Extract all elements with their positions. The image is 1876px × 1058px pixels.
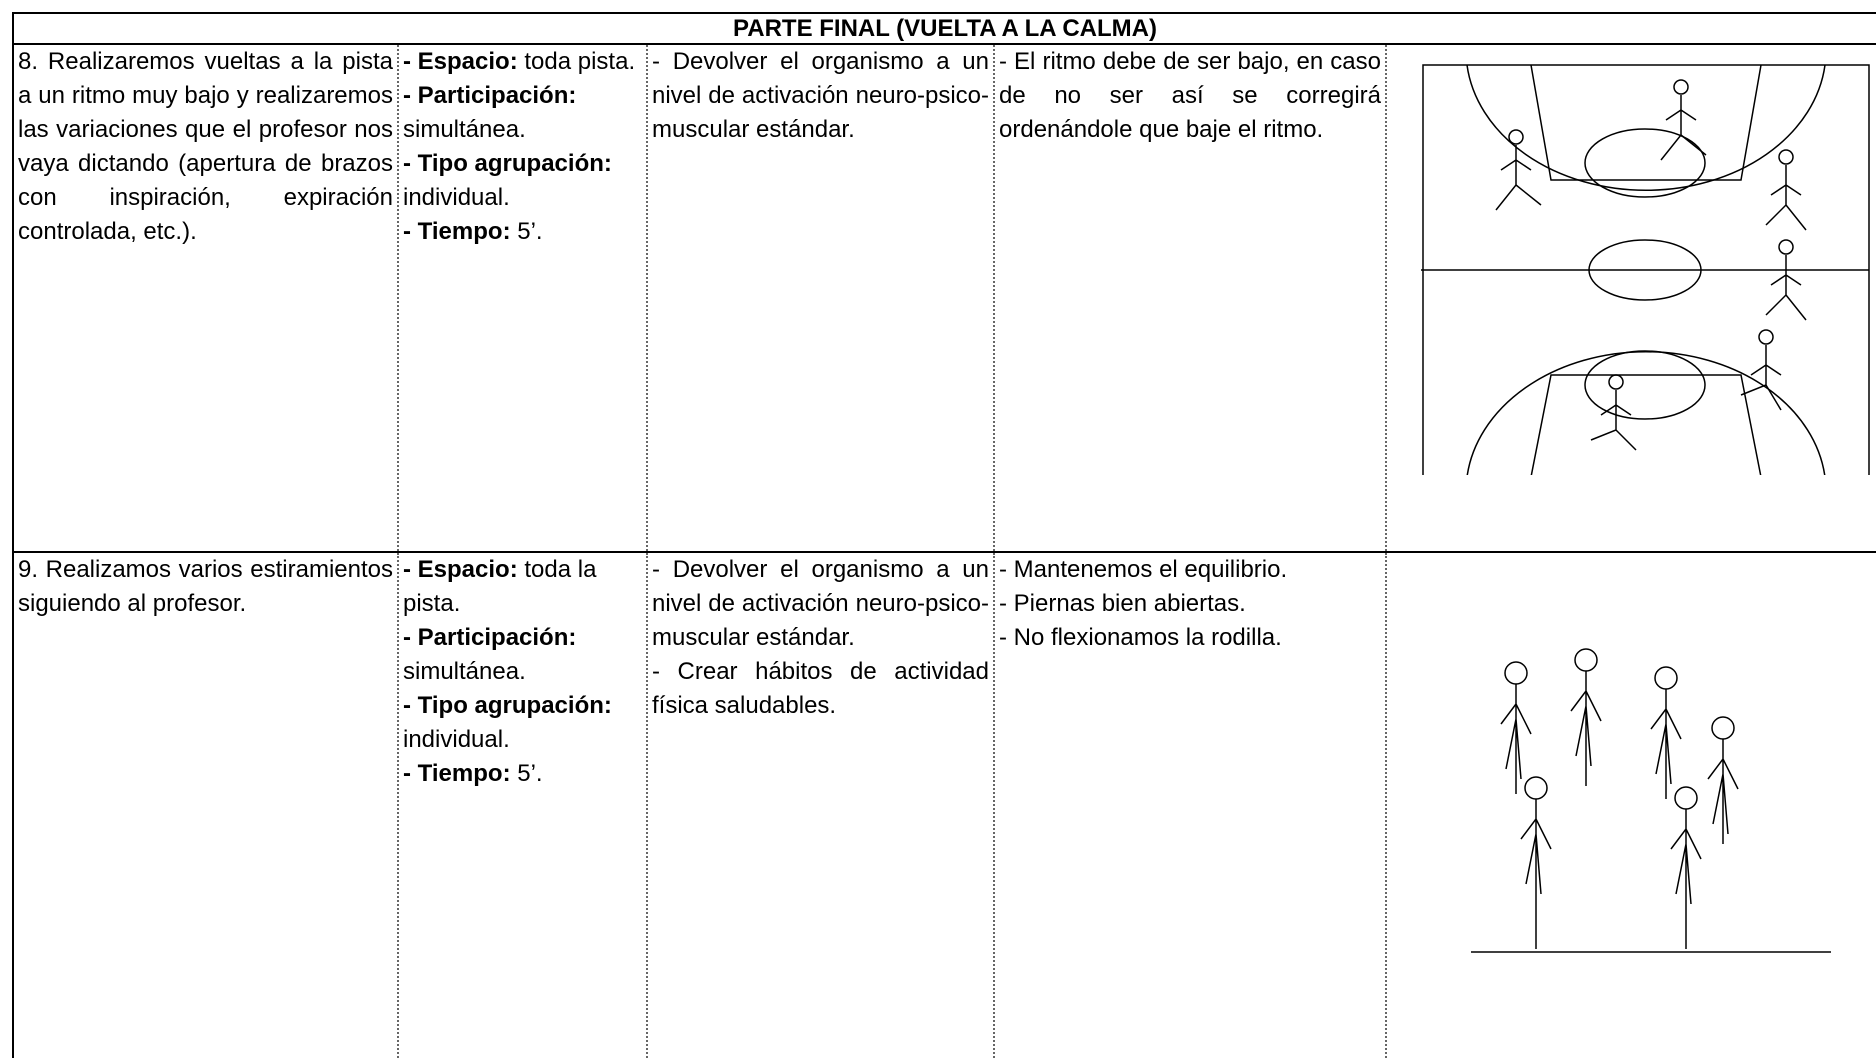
objective: - Crear hábitos de actividad física salu…: [652, 658, 989, 719]
notes: - Mantenemos el equilibrio. - Piernas bi…: [993, 551, 1386, 1058]
drawing-stroke: [1495, 145, 1542, 211]
drawing-stroke: [1707, 739, 1739, 844]
org-text: 5’.: [517, 218, 543, 245]
org-item: - Participación: simultánea.: [403, 79, 642, 147]
drawing-stroke: [1570, 671, 1602, 786]
org-item: - Espacio: toda la pista.: [403, 553, 642, 621]
notes: - El ritmo debe de ser bajo, en caso de …: [993, 43, 1386, 552]
drawing-stroke: [1590, 390, 1637, 451]
drawing-stroke: [1500, 684, 1532, 794]
illustration-cell: [1384, 43, 1876, 552]
stretch-drawing: [1471, 648, 1831, 953]
note: - Mantenemos el equilibrio.: [999, 556, 1288, 583]
org-label: - Tipo agrupación:: [403, 150, 612, 177]
drawing-stroke: [1508, 129, 1524, 145]
objectives: - Devolver el organismo a un nivel de ac…: [646, 551, 994, 1058]
drawing-stroke: [1574, 648, 1598, 672]
org-item: - Tipo agrupación: individual.: [403, 689, 642, 757]
note: - Piernas bien abiertas.: [999, 590, 1246, 617]
session-table: PARTE FINAL (VUELTA A LA CALMA) 8. Reali…: [11, 12, 1876, 1058]
drawing-stroke: [1650, 689, 1682, 799]
org-item: - Tiempo: 5’.: [403, 215, 642, 249]
objectives: - Devolver el organismo a un nivel de ac…: [646, 43, 994, 552]
org-text: individual.: [403, 184, 510, 211]
org-label: - Tiempo:: [403, 218, 511, 245]
organization: - Espacio: toda pista. - Participación: …: [397, 43, 647, 552]
table-title: PARTE FINAL (VUELTA A LA CALMA): [11, 12, 1876, 45]
org-text: toda la pista.: [403, 556, 597, 617]
drawing-stroke: [1524, 776, 1548, 800]
drawing-stroke: [1660, 95, 1707, 161]
description: 9. Realizamos varios estiramientos sigui…: [12, 551, 398, 1058]
activity-row: 9. Realizamos varios estiramientos sigui…: [12, 551, 1876, 1058]
org-item: - Tipo agrupación: individual.: [403, 147, 642, 215]
note: - No flexionamos la rodilla.: [999, 624, 1282, 651]
drawing-stroke: [1673, 79, 1689, 95]
drawing-stroke: [1670, 809, 1702, 949]
drawing-stroke: [1654, 666, 1678, 690]
circle: [1584, 128, 1706, 198]
drawing-stroke: [1674, 786, 1698, 810]
drawing-stroke: [1765, 255, 1807, 321]
circle: [1584, 350, 1706, 420]
org-label: - Tiempo:: [403, 760, 511, 787]
drawing-stroke: [1520, 799, 1552, 949]
org-text: individual.: [403, 726, 510, 753]
organization: - Espacio: toda la pista. - Participació…: [397, 551, 647, 1058]
objective: - Devolver el organismo a un nivel de ac…: [652, 556, 989, 651]
org-text: simultánea.: [403, 116, 526, 143]
org-label: - Espacio:: [403, 48, 518, 75]
org-label: - Participación:: [403, 82, 577, 109]
org-label: - Espacio:: [403, 556, 518, 583]
description: 8. Realizaremos vueltas a la pista a un …: [12, 43, 398, 552]
drawing-stroke: [1608, 374, 1624, 390]
org-label: - Participación:: [403, 624, 577, 651]
org-label: - Tipo agrupación:: [403, 692, 612, 719]
arc: [1466, 350, 1826, 478]
objective: - Devolver el organismo a un nivel de ac…: [652, 48, 989, 143]
org-text: 5’.: [517, 760, 543, 787]
key: [1530, 374, 1762, 478]
org-item: - Espacio: toda pista.: [403, 45, 642, 79]
org-item: - Tiempo: 5’.: [403, 757, 642, 791]
drawing-stroke: [1740, 345, 1782, 411]
drawing-stroke: [1758, 329, 1774, 345]
note: - El ritmo debe de ser bajo, en caso de …: [999, 48, 1381, 143]
drawing-stroke: [1711, 716, 1735, 740]
drawing-stroke: [1778, 149, 1794, 165]
drawing-stroke: [1778, 239, 1794, 255]
activity-row: 8. Realizaremos vueltas a la pista a un …: [12, 43, 1876, 552]
illustration-cell: [1384, 551, 1876, 1058]
arc: [1466, 64, 1826, 192]
org-text: simultánea.: [403, 658, 526, 685]
drawing-stroke: [1504, 661, 1528, 685]
org-item: - Participación: simultánea.: [403, 621, 642, 689]
court-drawing: [1421, 64, 1870, 478]
drawing-stroke: [1765, 165, 1807, 231]
standing-figures: [1500, 648, 1739, 949]
runners: [1495, 79, 1807, 451]
key: [1530, 64, 1762, 181]
center-circle: [1588, 239, 1702, 301]
org-text: toda pista.: [524, 48, 636, 75]
